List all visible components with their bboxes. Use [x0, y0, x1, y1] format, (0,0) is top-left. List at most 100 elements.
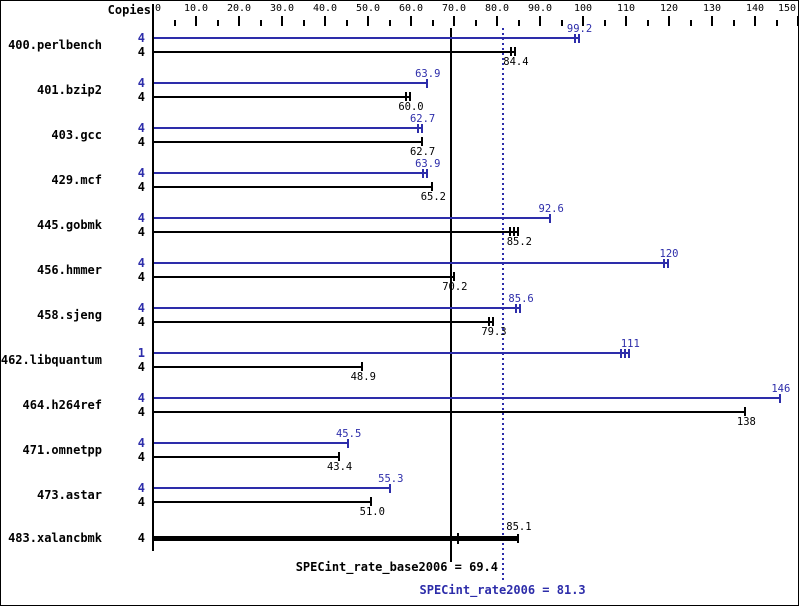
peak-bar: [153, 307, 522, 309]
x-axis-major-tick: [281, 16, 283, 26]
x-axis-tick-label: 10.0: [183, 3, 209, 14]
base-bar: [153, 185, 434, 188]
copies-value: 4: [137, 179, 145, 194]
base-value-label: 138: [736, 415, 756, 428]
peak-bar: [153, 262, 669, 264]
x-axis-major-tick: [711, 16, 713, 26]
peak-bar: [153, 82, 428, 84]
copies-value: 4: [137, 531, 145, 545]
peak-bar: [153, 37, 580, 39]
copies-value: 1: [137, 346, 145, 360]
peak-end-mark: [425, 78, 428, 88]
peak-value-label: 62.7: [409, 113, 436, 125]
base-end-mark: [744, 407, 747, 416]
x-axis-major-tick: [625, 16, 627, 26]
copies-value: 4: [137, 359, 145, 374]
benchmark-label: 473.astar: [36, 488, 102, 502]
x-axis-tick-label: 70.0: [441, 3, 467, 14]
x-axis-tick-label: 20.0: [226, 3, 252, 14]
base-bar: [153, 500, 373, 503]
copies-value: 4: [137, 256, 145, 270]
benchmark-label: 401.bzip2: [36, 83, 102, 97]
x-axis-tick-label: 100: [573, 3, 593, 14]
base-value-label: 48.9: [350, 370, 376, 383]
copies-value: 4: [137, 134, 145, 149]
x-axis-major-tick: [797, 16, 798, 26]
base-value-label: 62.7: [409, 145, 436, 158]
base-end-mark: [337, 452, 340, 461]
x-axis-major-tick: [324, 16, 326, 26]
copies-value: 4: [137, 314, 145, 329]
x-axis-tick-label: 110: [616, 3, 636, 14]
peak-value-label: 146: [771, 383, 791, 395]
peak-end-mark: [515, 303, 518, 313]
peak-end-mark: [667, 258, 669, 268]
peak-end-mark: [573, 33, 576, 43]
base-value-label: 60.0: [398, 100, 424, 113]
SPECint_rate2006-legend: SPECint_rate2006 = 81.3: [419, 583, 586, 597]
copies-value: 4: [137, 166, 145, 180]
base-value-label: 79.3: [481, 325, 507, 338]
base-bar: [153, 535, 519, 541]
copies-value: 4: [137, 449, 145, 464]
x-axis-major-tick: [539, 16, 541, 26]
peak-value-label: 120: [659, 248, 679, 260]
benchmark-label: 400.perlbench: [8, 38, 102, 52]
x-axis-tick-label: 80.0: [484, 3, 510, 14]
peak-value-label: 45.5: [335, 428, 362, 440]
base-end-mark: [452, 272, 455, 281]
peak-value-label: 92.6: [538, 203, 564, 215]
benchmark-label: 403.gcc: [51, 128, 102, 142]
copies-value: 4: [137, 391, 145, 405]
peak-bar: [153, 127, 423, 129]
x-axis-tick-label: 140: [745, 3, 765, 14]
base-value-label: 85.1: [506, 521, 532, 533]
peak-end-mark: [420, 123, 423, 133]
base-end-mark: [513, 227, 516, 236]
peak-end-mark: [663, 258, 665, 268]
x-axis-minor-tick: [775, 20, 778, 26]
x-axis-tick-label: 50.0: [355, 3, 381, 14]
peak-value-label: 55.3: [378, 473, 404, 485]
benchmark-label: 445.gobmk: [36, 218, 102, 232]
x-axis-tick-label: 90.0: [527, 3, 553, 14]
peak-end-mark: [388, 483, 391, 493]
peak-end-mark: [577, 33, 580, 43]
base-bar: [153, 410, 747, 413]
copies-column-header: Copies: [107, 3, 151, 17]
peak-bar: [153, 487, 391, 489]
benchmark-label: 458.sjeng: [36, 308, 102, 322]
benchmark-label: 464.h264ref: [22, 398, 102, 412]
x-axis-major-tick: [410, 16, 412, 26]
base-end-mark: [370, 497, 373, 506]
SPECint_rate_base2006-legend: SPECint_rate_base2006 = 69.4: [295, 560, 498, 574]
x-axis-minor-tick: [388, 20, 391, 26]
peak-bar: [153, 172, 428, 174]
x-axis-tick-label: 40.0: [312, 3, 338, 14]
peak-bar: [153, 397, 781, 399]
x-axis-minor-tick: [517, 20, 520, 26]
x-axis-tick-label: 130: [702, 3, 722, 14]
copies-value: 4: [137, 121, 145, 135]
x-axis-tick-label: 60.0: [398, 3, 424, 14]
copies-value: 4: [137, 301, 145, 315]
peak-value-label: 63.9: [415, 68, 441, 80]
peak-end-mark: [519, 303, 522, 313]
base-end-mark: [487, 317, 490, 326]
peak-value-label: 99.2: [566, 23, 593, 35]
base-bar: [153, 50, 516, 53]
x-axis-minor-tick: [560, 20, 563, 26]
base-value-label: 70.2: [442, 280, 468, 293]
x-axis-major-tick: [238, 16, 240, 26]
benchmark-label: 456.hmmer: [36, 263, 102, 277]
benchmark-label: 462.libquantum: [0, 353, 102, 367]
x-axis-minor-tick: [345, 20, 348, 26]
peak-bar: [153, 442, 349, 444]
x-axis-tick-label: 120: [659, 3, 679, 14]
peak-value-label: 111: [620, 338, 640, 350]
peak-end-mark: [416, 123, 419, 133]
x-axis-minor-tick: [603, 20, 606, 26]
peak-end-mark: [549, 213, 552, 223]
x-axis-tick-label: 150: [777, 3, 796, 14]
